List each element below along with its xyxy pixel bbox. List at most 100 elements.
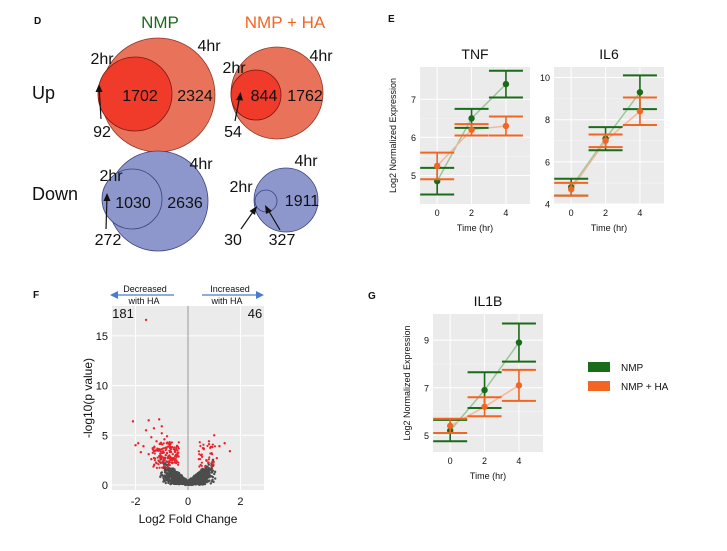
volcano-point-sig	[174, 457, 177, 461]
volcano-point-sig	[168, 463, 171, 467]
volcano-point-ns	[192, 483, 195, 486]
venn-down-nmp-arrowhead	[103, 193, 111, 201]
volcano-point-sig	[152, 456, 156, 460]
venn-up-ha-4hr-label: 4hr	[309, 48, 333, 65]
volcano-point-ns	[167, 473, 170, 476]
volcano-point-sig	[200, 464, 203, 468]
volcano-point-ns	[192, 479, 196, 482]
volcano-point-ns	[174, 475, 177, 478]
legend: NMP NMP + HA	[588, 362, 669, 393]
volcano-point-ns	[172, 468, 175, 472]
volcano-point-sig	[173, 461, 176, 464]
volcano-point-ns	[189, 480, 192, 483]
volcano-increased-label-line2: with HA	[210, 296, 242, 306]
volcano-point-sig	[155, 440, 158, 443]
venn-down-nmp-4hr-count: 2636	[167, 195, 203, 212]
volcano-point-sig	[198, 465, 201, 468]
il6-xtick-label: 2	[603, 208, 608, 218]
volcano-point-sig	[152, 450, 156, 453]
tnf-chart: 5 6 7 0 2 4 TNF Time (hr) Log2 Normalized Expres…	[388, 46, 530, 233]
volcano-increased-label-line1: Increased	[210, 284, 250, 294]
il1b-title: IL1B	[474, 293, 503, 309]
volcano-point-sig	[161, 466, 164, 469]
volcano-point-ns	[160, 473, 164, 477]
volcano-point-sig	[151, 451, 154, 454]
volcano-point-ns	[167, 469, 170, 473]
volcano-decreased-label-line2: with HA	[127, 296, 159, 306]
volcano-count-decreased: 181	[112, 306, 134, 321]
volcano-point-ns	[178, 473, 182, 477]
volcano-point-ns	[164, 479, 168, 482]
volcano-xtick-label: 0	[185, 496, 191, 508]
volcano-point-ns	[196, 476, 199, 479]
volcano-point-sig	[161, 460, 164, 463]
volcano-ytick-label: 10	[96, 381, 108, 393]
volcano-point-ns	[184, 480, 187, 483]
volcano-point-sig	[165, 447, 168, 450]
il6-plot-background	[554, 67, 664, 204]
il6-xtick-label: 0	[569, 208, 574, 218]
il1b-point	[446, 422, 454, 430]
volcano-point-sig	[199, 453, 203, 457]
row-label-up: Up	[32, 83, 55, 103]
volcano-point-sig	[207, 461, 210, 464]
volcano-point-sig	[213, 445, 217, 448]
volcano-point-sig	[152, 465, 155, 468]
tnf-point	[433, 162, 441, 170]
il1b-xlabel: Time (hr)	[470, 471, 506, 481]
volcano-point-sig	[200, 461, 204, 464]
venn-down-ha-overlap-count: 327	[269, 232, 296, 249]
volcano-point-ns	[176, 470, 179, 474]
il6-title: IL6	[599, 46, 619, 62]
volcano-point-sig	[212, 460, 215, 463]
volcano-point-sig	[152, 427, 156, 430]
volcano-point-sig	[168, 441, 171, 444]
volcano-point-sig	[147, 419, 150, 422]
nmp-ha-column-title: NMP + HA	[245, 13, 326, 32]
volcano-point-sig	[167, 461, 171, 464]
volcano-point-sig	[156, 456, 159, 459]
volcano-point-sig	[160, 432, 163, 435]
volcano-point-ns	[210, 471, 214, 474]
volcano-point-ns	[209, 475, 213, 478]
il1b-point	[515, 382, 523, 389]
volcano-point-ns	[194, 474, 198, 477]
volcano-point-ns	[209, 482, 212, 485]
volcano-point-ns	[163, 475, 166, 478]
volcano-point-sig	[173, 455, 177, 458]
volcano-point-sig	[144, 429, 148, 432]
volcano-point-ns	[200, 470, 204, 473]
tnf-point	[502, 122, 510, 130]
volcano-point-sig	[166, 456, 169, 459]
volcano-point-ns	[186, 480, 189, 483]
volcano-point-sig	[207, 458, 210, 461]
volcano-decreased-arrowhead	[110, 291, 118, 299]
venn-down-ha-4hr-count: 1911	[285, 193, 320, 210]
panel-d-letter: D	[34, 16, 41, 27]
volcano-xlabel: Log2 Fold Change	[139, 512, 238, 526]
volcano-point-sig	[210, 462, 213, 465]
venn-down-nmp-overlap-count: 1030	[115, 195, 151, 212]
venn-down-nmp-2hr-circle	[101, 168, 163, 230]
legend-nmp-label: NMP	[621, 363, 644, 374]
legend-nmp-ha-label: NMP + HA	[621, 382, 669, 393]
il1b-ylabel: Log2 Normalized Expression	[402, 325, 412, 440]
volcano-point-sig	[209, 446, 212, 450]
volcano-point-sig	[211, 443, 214, 446]
volcano-point-sig	[208, 456, 211, 459]
volcano-point-ns	[210, 480, 214, 483]
volcano-point-sig	[165, 452, 169, 455]
volcano-point-sig	[134, 444, 137, 447]
volcano-point-sig	[204, 464, 207, 468]
il6-ytick-label: 4	[545, 200, 550, 210]
venn-up-nmp-arrowhead	[95, 84, 103, 92]
volcano-point-sig	[198, 458, 202, 461]
nmp-column-title: NMP	[141, 13, 179, 32]
volcano-xtick-label: 2	[237, 496, 243, 508]
volcano-point-sig	[159, 442, 163, 446]
volcano-point-sig	[207, 443, 211, 446]
il1b-chart: 5 7 9 0 2 4 IL1B Time (hr) Log2 Normalized Expre…	[402, 293, 543, 481]
volcano-point-ns	[177, 477, 181, 481]
volcano-decreased-label-line1: Decreased	[123, 284, 167, 294]
volcano-point-sig	[147, 452, 150, 456]
